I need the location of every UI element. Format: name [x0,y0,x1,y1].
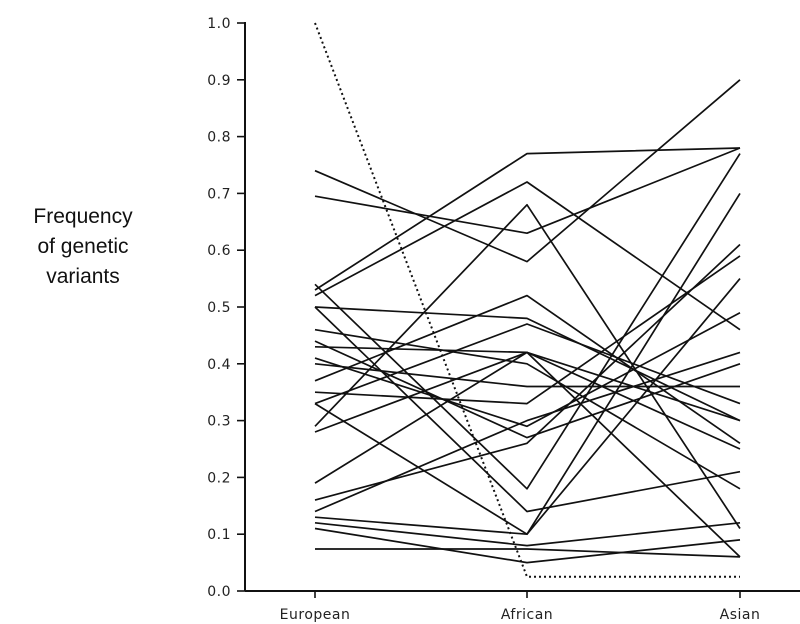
y-tick-label: 0.6 [207,243,231,259]
tick-labels: 0.0 0.1 0.2 0.3 0.4 0.5 0.6 0.7 0.8 0.9 1.0 Europea… [207,16,760,623]
x-tick-label: Asian [720,607,761,623]
series-line-2 [314,147,741,235]
series-line-24 [315,548,741,558]
y-tick-label: 0.3 [207,414,231,430]
series-line-25 [314,306,741,513]
series-line-5 [314,181,741,331]
series-line-8 [314,340,741,439]
series-line-13 [314,255,741,405]
y-tick-label: 0.5 [207,300,231,316]
y-axis-label-line-3: variants [46,265,120,288]
x-tick-label: African [501,607,553,623]
y-tick-label: 0.1 [207,527,231,543]
series-line-20 [314,351,741,513]
y-tick-label: 0.4 [207,357,231,373]
series-line-16 [314,203,741,529]
x-tick-label: European [280,607,351,623]
series-line-23 [314,527,741,564]
y-tick-label: 0.2 [207,470,231,486]
y-axis-label-line-1: Frequency [33,205,133,228]
series-line-14 [314,323,741,405]
y-tick-label: 0.8 [207,130,231,146]
series-line-3 [314,147,741,291]
series-line-1 [314,79,741,263]
series-line-22 [314,521,741,547]
y-axis-label: Frequency of genetic variants [33,205,133,288]
y-tick-label: 1.0 [207,16,231,32]
series-line-18 [314,351,741,484]
series-line-10 [314,311,741,428]
series-line-21 [314,278,741,536]
series-line-11 [314,362,740,388]
y-axis-label-line-2: of genetic [37,235,128,258]
series-line-7 [314,328,741,490]
axes [237,22,800,598]
series-line-4 [314,153,741,490]
y-tick-label: 0.0 [207,584,231,600]
y-tick-label: 0.9 [207,73,231,89]
y-tick-label: 0.7 [207,186,231,202]
series-layer [314,22,741,578]
